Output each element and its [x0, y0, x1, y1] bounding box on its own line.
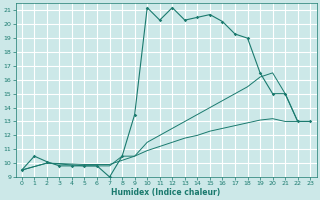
- X-axis label: Humidex (Indice chaleur): Humidex (Indice chaleur): [111, 188, 221, 197]
